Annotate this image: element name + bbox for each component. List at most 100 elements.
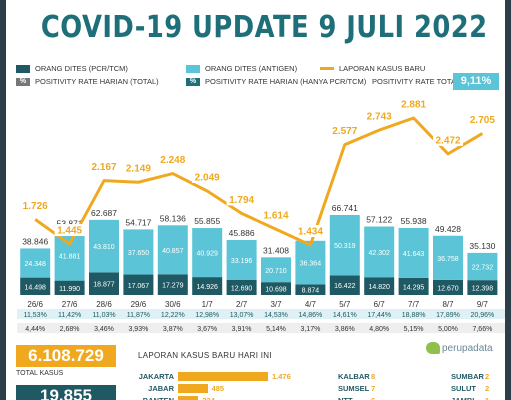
- positivity-pcr-label: 17,44%: [367, 312, 391, 319]
- bar-antigen: [398, 227, 429, 278]
- bar-label-antigen: 40.929: [196, 251, 218, 258]
- province-value: 2: [485, 372, 490, 381]
- bar-pcr: [192, 277, 223, 295]
- positivity-total-label: 3,67%: [197, 326, 217, 333]
- bar-label-total: 49.428: [435, 224, 461, 234]
- bar-label-pcr: 11.990: [59, 286, 80, 293]
- case-label-bg: [226, 193, 257, 206]
- bar-label-total: 35.130: [469, 241, 495, 251]
- x-tick-label: 27/6: [62, 300, 78, 309]
- province-name: JAKARTA: [138, 372, 174, 381]
- province-name: SUMBAR: [451, 372, 484, 381]
- bar-label-pcr: 14.295: [403, 284, 425, 291]
- bar-label-pcr: 14.926: [196, 284, 218, 291]
- provinces-heading: LAPORAN KASUS BARU HARI INI: [138, 351, 272, 360]
- bar-label-antigen: 37.650: [128, 250, 150, 257]
- x-tick-label: 5/7: [339, 300, 351, 309]
- positivity-pcr-label: 11,03%: [92, 312, 115, 319]
- legend-label: POSITIVITY RATE HARIAN (HANYA PCR/TCM): [205, 77, 367, 86]
- total-kasus-label: TOTAL KASUS: [16, 370, 64, 377]
- bar-label-total: 66.741: [332, 203, 358, 213]
- bar-pcr: [261, 282, 291, 295]
- bar-antigen: [123, 229, 154, 275]
- case-label: 2.049: [195, 173, 220, 184]
- case-label-bg: [123, 162, 154, 175]
- positivity-total-label: 3,91%: [232, 326, 252, 333]
- x-tick-label: 9/7: [477, 300, 489, 309]
- case-label: 1.726: [23, 201, 48, 212]
- bar-label-antigen: 43.810: [93, 244, 115, 251]
- positivity-pcr-label: 11,87%: [127, 312, 150, 319]
- case-label-bg: [20, 199, 51, 212]
- x-tick-label: 6/7: [374, 300, 386, 309]
- bar-label-antigen: 41.881: [59, 254, 81, 261]
- bar-label-antigen: 42.302: [368, 250, 390, 257]
- bar-antigen: [295, 240, 326, 285]
- province-value: 2: [485, 384, 490, 393]
- positivity-pcr-label: 14,53%: [264, 312, 288, 319]
- bar-pcr: [467, 280, 498, 295]
- x-tick-label: 4/7: [305, 300, 317, 309]
- legend-pos-pcr: % POSITIVITY RATE HARIAN (HANYA PCR/TCM): [186, 77, 366, 86]
- bar-pcr: [157, 274, 188, 295]
- province-name: BANTEN: [138, 396, 174, 400]
- positivity-total-label: 3,46%: [94, 326, 114, 333]
- bar-label-antigen: 36.758: [437, 256, 459, 263]
- positivity-total-label: 3,93%: [128, 326, 148, 333]
- province-value: 334: [202, 396, 215, 400]
- bar-label-total: 58.136: [160, 213, 186, 223]
- case-label-bg: [329, 124, 360, 137]
- legend-label: ORANG DITES (PCR/TCM): [35, 64, 128, 73]
- case-label: 2.743: [367, 112, 392, 123]
- bar-label-total: 57.122: [366, 215, 392, 225]
- bar-antigen: [467, 252, 498, 281]
- positivity-total-label: 4,80%: [369, 326, 389, 333]
- province-name: KALBAR: [338, 372, 370, 381]
- bar-pcr: [329, 275, 360, 295]
- bar-antigen: [54, 230, 85, 281]
- case-label-bg: [192, 171, 223, 184]
- percent-icon: %: [16, 77, 30, 86]
- case-label-bg: [89, 160, 119, 173]
- bar-antigen: [226, 239, 257, 280]
- x-tick-label: 1/7: [202, 300, 214, 309]
- bar-label-total: 45.886: [229, 228, 255, 238]
- bar-label-antigen: 36.364: [300, 261, 322, 268]
- brand-name: perupadata: [442, 342, 493, 354]
- bar-label-antigen: 22.732: [472, 265, 494, 272]
- province-bar: [178, 396, 199, 400]
- positivity-total-label: 2,68%: [60, 326, 80, 333]
- positivity-total-label: 3,17%: [300, 326, 320, 333]
- case-label: 2.705: [470, 115, 495, 126]
- positivity-total-band: [17, 323, 505, 333]
- bar-pcr: [398, 277, 429, 295]
- x-tick-label: 3/7: [270, 300, 282, 309]
- cases-chart: 14.498 24.348 38.846 26/6 11,53% 4,44% 11.990 4…: [20, 98, 498, 333]
- positivity-total-label: 5,15%: [404, 326, 424, 333]
- case-label-bg: [467, 113, 498, 126]
- bar-label-total: 38.846: [22, 236, 48, 246]
- case-label-bg: [398, 98, 429, 110]
- positivity-total-label: 3,87%: [163, 326, 183, 333]
- positivity-pcr-label: 18,88%: [402, 312, 426, 319]
- positivity-pcr-label: 20,96%: [471, 312, 495, 319]
- bar-label-antigen: 20.710: [265, 268, 287, 275]
- province-value: 1.476: [272, 372, 291, 381]
- positivity-pcr-label: 11,42%: [58, 312, 81, 319]
- province-value: 6: [371, 396, 375, 400]
- x-tick-label: 30/6: [165, 300, 181, 309]
- x-tick-label: 7/7: [408, 300, 420, 309]
- bar-antigen: [89, 219, 119, 273]
- percent-icon: %: [186, 77, 200, 86]
- bar-label-pcr: 14.498: [24, 284, 46, 291]
- bar-label-pcr: 14.820: [368, 284, 390, 291]
- case-label: 2.149: [126, 164, 151, 175]
- bar-label-total: 55.938: [401, 216, 427, 226]
- case-label: 1.614: [263, 211, 288, 222]
- case-label: 1.445: [57, 226, 82, 237]
- bar-pcr: [20, 277, 51, 295]
- positivity-total-label: POSITIVITY RATE TOTAL: [372, 77, 461, 86]
- total-kasus-value: 6.108.729: [16, 345, 116, 367]
- bar-label-antigen: 41.643: [403, 251, 425, 258]
- bar-label-pcr: 12.398: [472, 286, 494, 293]
